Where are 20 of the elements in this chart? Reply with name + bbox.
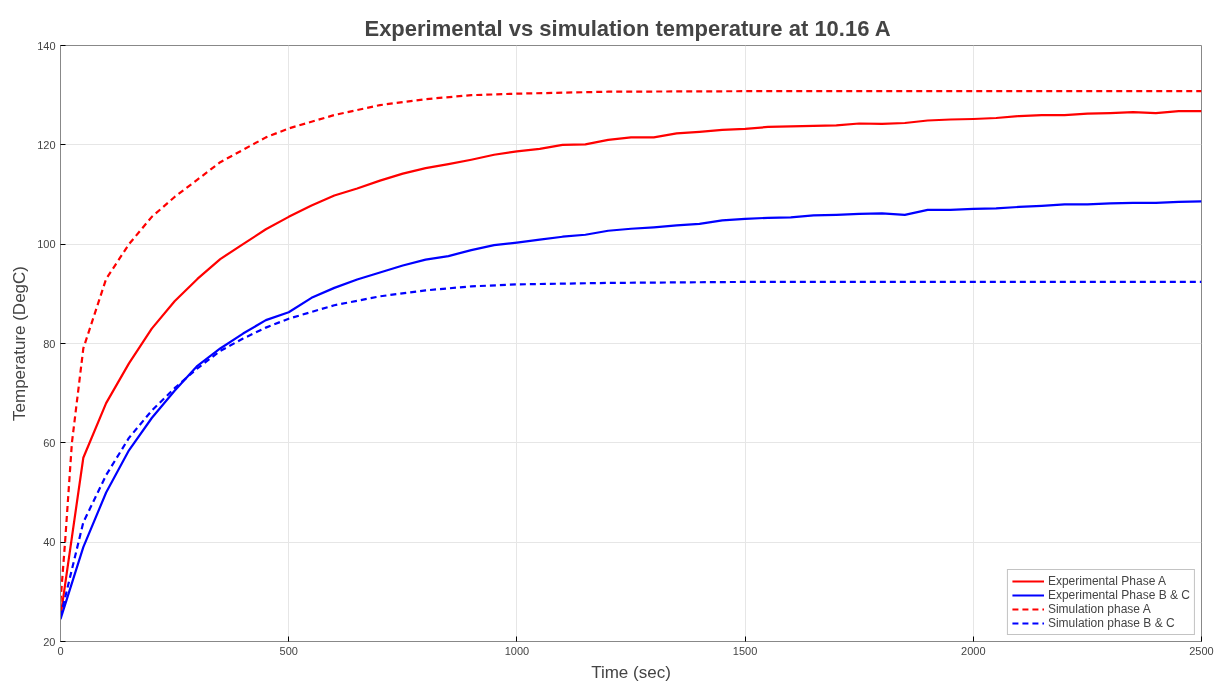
- y-tick-label: 40: [43, 536, 56, 549]
- chart-title: Experimental vs simulation temperature at 10.16 A: [364, 15, 891, 41]
- x-tick-label: 1000: [504, 644, 530, 657]
- y-axis-title: Temperature (DegC): [10, 266, 30, 421]
- y-tick-label: 140: [37, 39, 56, 52]
- x-tick-label: 1500: [732, 644, 758, 657]
- y-tick-label: 120: [37, 138, 56, 151]
- y-tick-label: 20: [43, 635, 56, 648]
- legend-label: Experimental Phase A: [1047, 574, 1166, 588]
- x-tick-label: 500: [279, 644, 298, 657]
- legend-label: Simulation phase B & C: [1047, 616, 1175, 630]
- x-tick-label: 2500: [1189, 644, 1214, 657]
- y-tick-label: 80: [43, 337, 56, 350]
- x-tick-label: 2000: [961, 644, 986, 657]
- x-axis-title: Time (sec): [591, 662, 671, 682]
- x-tick-label: 0: [57, 644, 64, 657]
- y-tick-label: 60: [43, 436, 56, 449]
- legend-label: Experimental Phase B & C: [1047, 588, 1190, 602]
- legend-label: Simulation phase A: [1047, 602, 1151, 616]
- y-tick-label: 100: [37, 238, 56, 251]
